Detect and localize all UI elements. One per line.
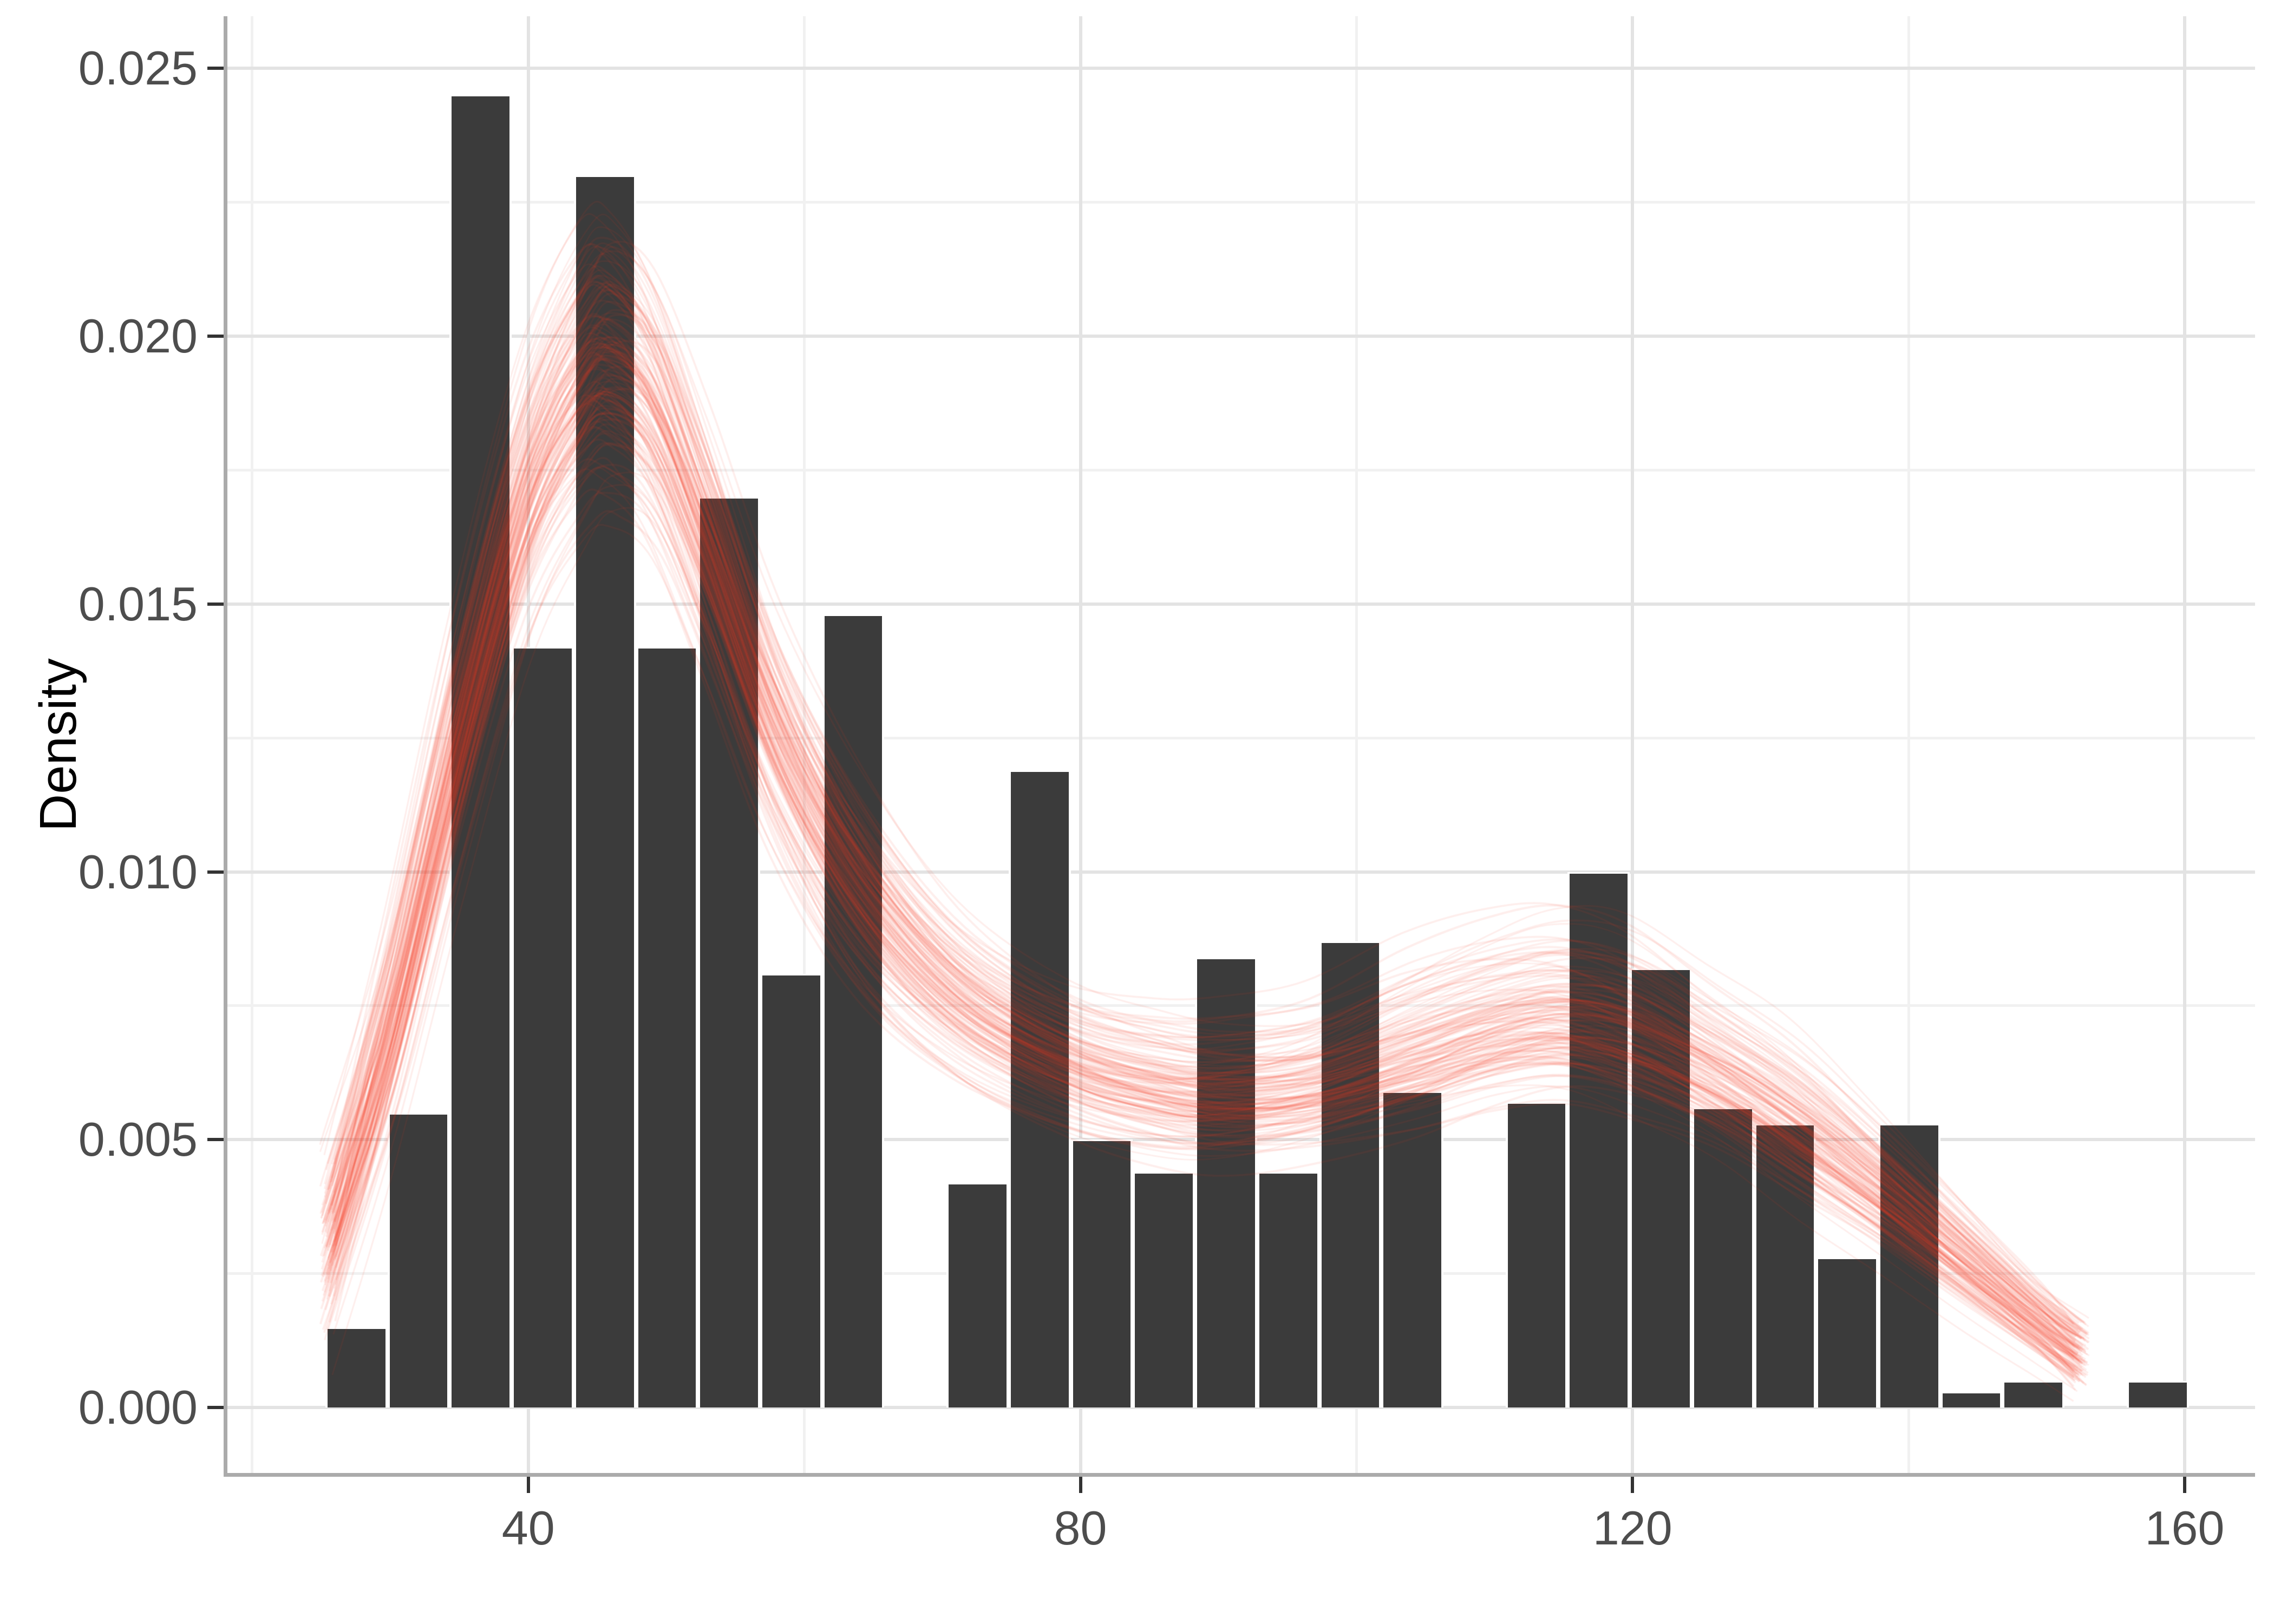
y-tick-mark bbox=[207, 67, 224, 70]
y-tick-label: 0.015 bbox=[78, 577, 198, 631]
y-tick-mark bbox=[207, 870, 224, 874]
y-tick-label: 0.020 bbox=[78, 309, 198, 363]
x-tick-mark bbox=[2182, 1477, 2186, 1493]
y-tick-label: 0.005 bbox=[78, 1112, 198, 1167]
y-tick-mark bbox=[207, 602, 224, 606]
y-tick-label: 0.010 bbox=[78, 844, 198, 899]
posterior-density-curves-layer bbox=[227, 16, 2255, 1473]
y-tick-mark bbox=[207, 1406, 224, 1410]
x-tick-label: 120 bbox=[1592, 1501, 1672, 1555]
y-tick-label: 0.025 bbox=[78, 41, 198, 95]
y-tick-label: 0.000 bbox=[78, 1380, 198, 1435]
y-axis-line bbox=[224, 16, 227, 1473]
x-tick-label: 160 bbox=[2145, 1501, 2225, 1555]
y-tick-mark bbox=[207, 1138, 224, 1142]
x-tick-mark bbox=[1079, 1477, 1082, 1493]
x-axis-line bbox=[224, 1473, 2255, 1477]
x-tick-label: 80 bbox=[1054, 1501, 1107, 1555]
x-tick-mark bbox=[1631, 1477, 1635, 1493]
plot-panel bbox=[227, 16, 2255, 1473]
y-axis-title: Density bbox=[29, 658, 87, 831]
y-tick-mark bbox=[207, 334, 224, 338]
x-tick-label: 40 bbox=[501, 1501, 555, 1555]
x-tick-mark bbox=[526, 1477, 530, 1493]
